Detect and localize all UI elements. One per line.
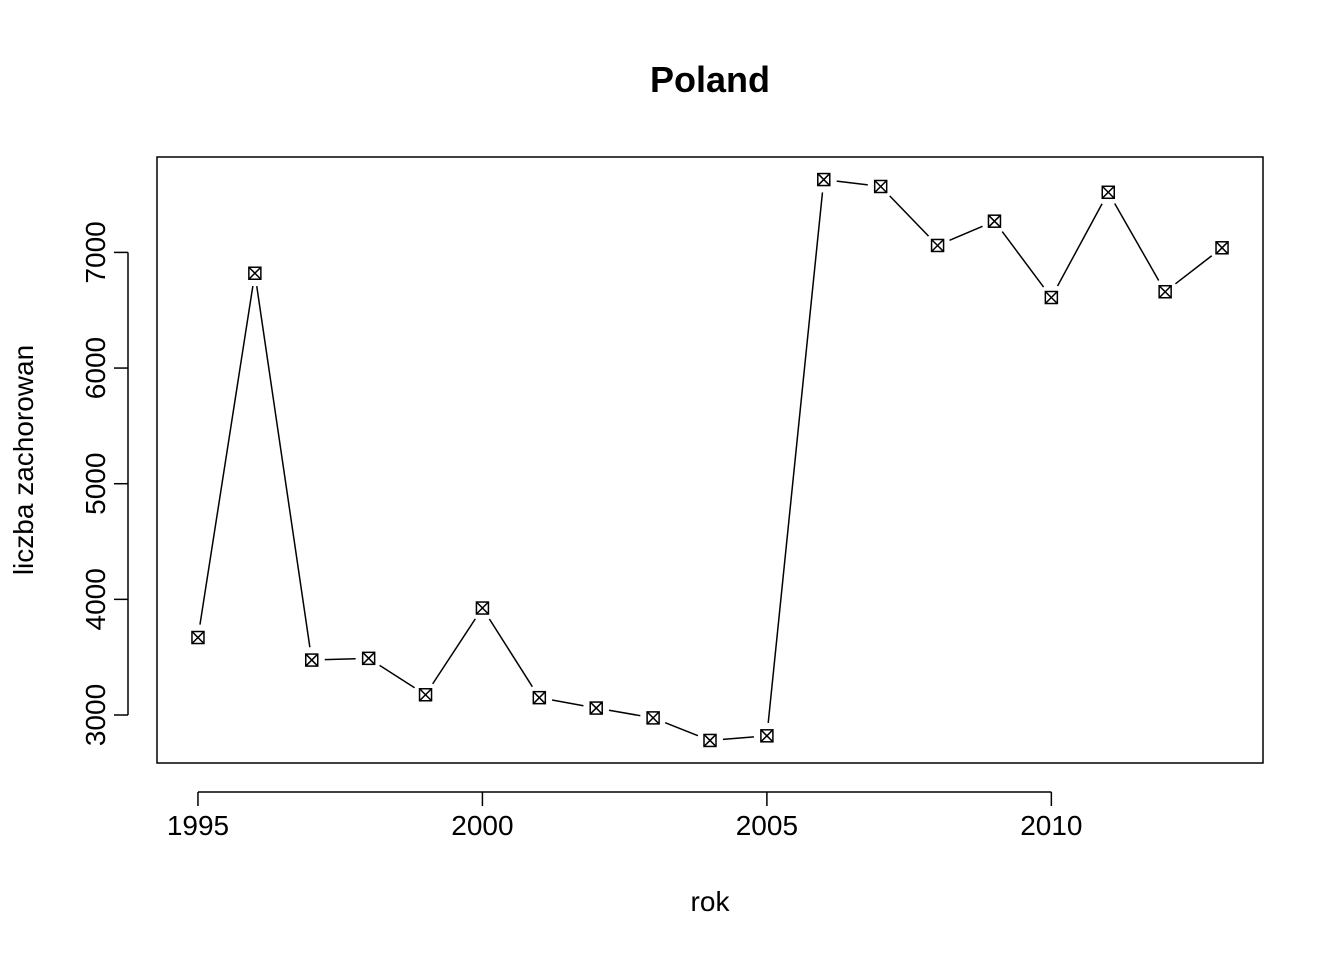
y-axis-label: liczba zachorowan — [8, 345, 39, 575]
series-segment — [1114, 203, 1160, 281]
series-segment — [1001, 231, 1045, 288]
y-tick-label: 5000 — [80, 453, 111, 515]
series-segment — [199, 285, 254, 625]
series-line — [199, 180, 1213, 741]
x-tick-label: 2005 — [736, 810, 798, 841]
data-point — [930, 238, 945, 253]
series-segment — [1174, 255, 1213, 285]
series-segment — [722, 736, 754, 741]
data-point — [817, 172, 831, 187]
data-point — [646, 711, 660, 725]
data-point — [1158, 284, 1172, 299]
series-segment — [664, 721, 699, 737]
chart-title: Poland — [650, 59, 770, 100]
series-segment — [889, 195, 930, 237]
y-tick-label: 4000 — [80, 568, 111, 630]
series-segment — [949, 225, 983, 242]
data-point — [589, 701, 603, 715]
data-point — [703, 733, 717, 748]
series-segment — [432, 618, 476, 685]
x-tick-label: 1995 — [167, 810, 229, 841]
data-point — [1044, 290, 1059, 305]
series-segment — [551, 699, 584, 707]
series-segment — [488, 618, 533, 688]
x-axis-label: rok — [691, 886, 731, 917]
x-axis: 1995 2000 2005 2010 — [167, 791, 1083, 841]
data-point — [873, 179, 888, 194]
data-point — [248, 266, 262, 280]
data-point — [191, 630, 205, 645]
series-points — [191, 172, 1229, 748]
series-segment — [1056, 203, 1103, 287]
y-tick-label: 3000 — [80, 684, 111, 746]
x-tick-label: 2000 — [451, 810, 513, 841]
data-point — [1101, 185, 1116, 200]
data-point — [475, 601, 490, 615]
y-tick-label: 7000 — [80, 221, 111, 283]
x-tick-label: 2010 — [1020, 810, 1082, 841]
data-point — [361, 651, 376, 666]
data-point — [760, 729, 774, 743]
data-point — [1215, 241, 1229, 255]
y-tick-label: 6000 — [80, 337, 111, 399]
series-segment — [324, 657, 356, 661]
plot-frame — [156, 156, 1264, 764]
data-point — [532, 690, 547, 705]
series-segment — [767, 192, 824, 723]
series-segment — [608, 709, 641, 717]
series-segment — [836, 180, 868, 186]
data-point — [304, 653, 319, 667]
series-segment — [379, 664, 415, 689]
y-axis: 3000 4000 5000 6000 7000 — [80, 221, 129, 746]
series-segment — [256, 285, 311, 648]
data-point — [987, 214, 1002, 228]
data-point — [418, 688, 433, 702]
